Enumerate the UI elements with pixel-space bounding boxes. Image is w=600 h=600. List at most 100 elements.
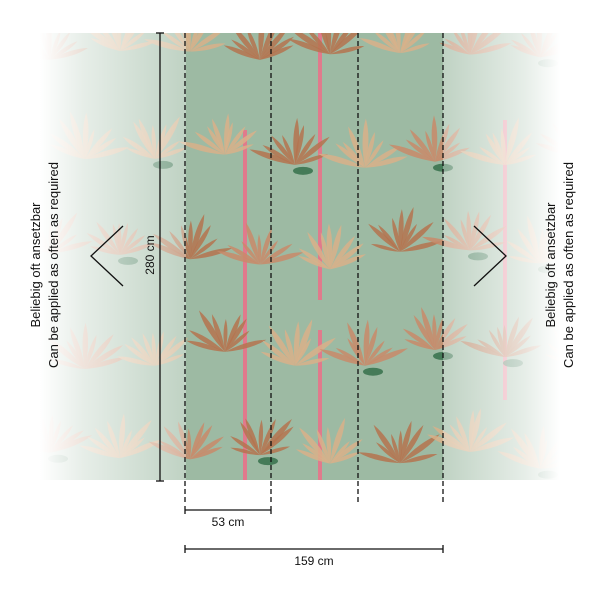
leaf: [260, 33, 285, 60]
leaf: [190, 425, 213, 460]
height-dimension-line: [156, 32, 164, 482]
leaf: [307, 231, 330, 270]
leaf: [295, 338, 312, 366]
leaf: [231, 39, 260, 60]
leaf: [575, 336, 600, 365]
leaf: [363, 367, 383, 376]
leaf: [330, 243, 364, 270]
height-label: 280 cm: [143, 235, 157, 275]
leaf: [365, 348, 408, 366]
leaf: [295, 134, 316, 165]
leaf: [227, 244, 260, 265]
leaf: [363, 319, 370, 366]
leaf: [245, 222, 260, 265]
leaf: [260, 243, 293, 265]
leaf: [330, 235, 356, 270]
panel-width-label: 53 cm: [211, 515, 245, 529]
leaf: [295, 319, 313, 366]
leaf: [260, 240, 279, 265]
leaf: [295, 337, 336, 366]
leaf: [385, 33, 400, 54]
leaf: [330, 254, 366, 270]
right-label-en: Can be applied as often as required: [561, 162, 576, 368]
leaf: [241, 241, 260, 265]
leaf: [373, 424, 400, 464]
leaf: [376, 442, 400, 464]
leaf: [400, 33, 416, 54]
leaf: [370, 244, 400, 252]
leaf: [409, 129, 435, 162]
leaf: [260, 418, 276, 456]
leaf: [400, 206, 414, 252]
leaf: [190, 446, 223, 460]
leaf: [268, 325, 295, 366]
leaf: [294, 33, 330, 55]
leaf: [260, 45, 294, 60]
leaf: [198, 310, 225, 352]
leaf: [330, 417, 345, 464]
chevron-left-icon: [90, 225, 124, 287]
leaf: [194, 131, 225, 155]
leaf: [282, 134, 295, 165]
leaf: [330, 440, 350, 464]
panel-seams: [184, 33, 444, 505]
leaf: [342, 141, 365, 168]
leaf: [190, 225, 211, 260]
leaf: [225, 126, 246, 155]
leaf: [225, 122, 233, 155]
leaf: [391, 433, 400, 464]
leaf: [225, 130, 258, 155]
leaf: [400, 223, 417, 252]
leaf: [260, 446, 290, 456]
leaf: [225, 318, 247, 352]
leaf: [326, 427, 332, 464]
leaf: [225, 339, 267, 352]
leaf: [365, 156, 408, 168]
leaf: [190, 33, 204, 52]
left-label-de: Beliebig oft ansetzbar: [28, 202, 43, 328]
leaf: [321, 33, 330, 55]
leaf: [190, 43, 226, 52]
leaf: [395, 33, 401, 54]
leaf: [230, 435, 260, 456]
leaf: [287, 38, 330, 55]
leaf: [298, 255, 330, 270]
leaf: [293, 166, 313, 175]
leaf: [190, 247, 233, 260]
leaf: [330, 46, 365, 55]
leaf: [365, 326, 378, 366]
leaf: [425, 130, 435, 162]
leaf: [316, 429, 330, 464]
leaf: [257, 234, 262, 265]
left-repeat-label: Beliebig oft ansetzbar Can be applied as…: [27, 150, 63, 380]
leaf: [258, 457, 278, 466]
leaf: [299, 427, 330, 464]
leaf: [245, 418, 260, 456]
chevron-right-icon: [473, 225, 507, 287]
leaf: [235, 33, 260, 60]
right-repeat-label: Beliebig oft ansetzbar Can be applied as…: [542, 150, 578, 380]
leaf: [400, 241, 442, 252]
leaf: [258, 33, 265, 60]
leaf: [260, 33, 275, 60]
leaf: [295, 358, 330, 366]
leaf: [348, 126, 365, 168]
leaf: [365, 347, 393, 366]
leaf: [295, 125, 304, 165]
leaf: [392, 217, 400, 252]
leaf: [413, 314, 435, 351]
leaf: [400, 425, 424, 464]
leaf: [308, 33, 330, 55]
total-width-label: 159 cm: [294, 554, 334, 568]
leaf: [431, 115, 438, 162]
leaf: [225, 144, 254, 155]
leaf: [258, 419, 264, 456]
leaf: [325, 33, 332, 55]
leaf: [320, 232, 330, 270]
leaf: [319, 349, 365, 366]
leaf: [365, 132, 375, 168]
leaf: [330, 451, 361, 464]
leaf: [190, 238, 218, 260]
leaf: [223, 318, 228, 352]
